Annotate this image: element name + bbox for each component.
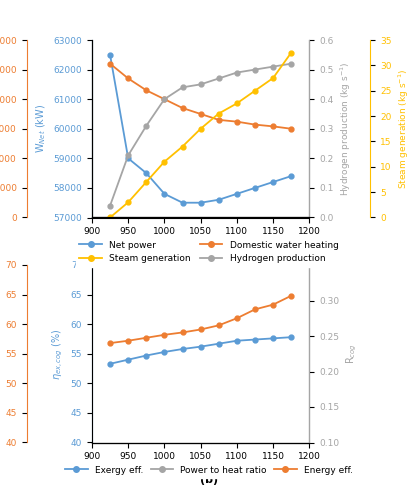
Steam generation (126, 200, 131, 205)
Hydrogen production (270, 64, 275, 70)
Line: Net power: Net power (108, 52, 293, 205)
Net power (234, 191, 240, 197)
Hydrogen production (126, 152, 131, 158)
Legend: Exergy eff., Power to heat ratio, Energy eff.: Exergy eff., Power to heat ratio, Energy… (61, 462, 357, 478)
Steam generation (252, 88, 257, 94)
Hydrogen production (289, 60, 294, 66)
Text: (a): (a) (200, 250, 218, 260)
Hydrogen production (180, 84, 185, 90)
Line: Exergy eff.: Exergy eff. (108, 335, 293, 366)
Steam generation (289, 50, 294, 56)
X-axis label: T$_r$ (K): T$_r$ (K) (185, 242, 216, 256)
Net power (162, 191, 167, 197)
X-axis label: T$_r$ (K): T$_r$ (K) (185, 467, 216, 481)
Steam generation (234, 100, 240, 106)
Domestic water heating (107, 60, 112, 66)
Exergy eff. (234, 338, 240, 344)
Exergy eff. (107, 361, 112, 367)
Hydrogen production (252, 66, 257, 72)
Exergy eff. (270, 336, 275, 342)
Exergy eff. (252, 336, 257, 342)
Line: Steam generation: Steam generation (108, 50, 293, 220)
Y-axis label: R$_{cog}$: R$_{cog}$ (345, 344, 359, 364)
Exergy eff. (180, 346, 185, 352)
Hydrogen production (144, 123, 149, 129)
Exergy eff. (289, 334, 294, 340)
Energy eff. (252, 306, 257, 312)
Steam generation (144, 179, 149, 185)
Line: Hydrogen production: Hydrogen production (108, 61, 293, 208)
Y-axis label: W$_{Net}$ (kW): W$_{Net}$ (kW) (34, 104, 48, 154)
Domestic water heating (252, 122, 257, 128)
Domestic water heating (144, 88, 149, 94)
Energy eff. (289, 293, 294, 299)
Domestic water heating (162, 96, 167, 102)
Net power (198, 200, 203, 205)
Energy eff. (162, 332, 167, 338)
Energy eff. (270, 302, 275, 308)
Steam generation (180, 144, 185, 150)
Steam generation (162, 158, 167, 164)
Energy eff. (144, 335, 149, 341)
Net power (289, 173, 294, 179)
Domestic water heating (234, 118, 240, 124)
Steam generation (270, 75, 275, 81)
Steam generation (198, 126, 203, 132)
Exergy eff. (198, 344, 203, 349)
Net power (144, 170, 149, 176)
Text: (b): (b) (200, 475, 218, 485)
Energy eff. (234, 315, 240, 321)
Net power (180, 200, 185, 205)
Net power (252, 185, 257, 191)
Hydrogen production (107, 202, 112, 208)
Energy eff. (126, 338, 131, 344)
Y-axis label: Hydrogen production (kg s$^{-1}$): Hydrogen production (kg s$^{-1}$) (339, 62, 353, 196)
Net power (107, 52, 112, 58)
Line: Domestic water heating: Domestic water heating (108, 61, 293, 131)
Net power (216, 196, 221, 203)
Net power (126, 156, 131, 162)
Energy eff. (180, 330, 185, 336)
Net power (270, 179, 275, 185)
Domestic water heating (198, 111, 203, 117)
Steam generation (216, 110, 221, 116)
Domestic water heating (180, 105, 185, 111)
Exergy eff. (162, 349, 167, 355)
Energy eff. (107, 340, 112, 346)
Exergy eff. (126, 356, 131, 362)
Y-axis label: Steam generation (kg s$^{-1}$): Steam generation (kg s$^{-1}$) (397, 68, 411, 189)
Hydrogen production (216, 76, 221, 82)
Legend: Net power, Steam generation, Domestic water heating, Hydrogen production: Net power, Steam generation, Domestic wa… (76, 237, 342, 267)
Domestic water heating (270, 124, 275, 130)
Energy eff. (198, 326, 203, 332)
Domestic water heating (126, 76, 131, 82)
Y-axis label: $\eta_{ex,cog}$ (%): $\eta_{ex,cog}$ (%) (51, 328, 65, 380)
Hydrogen production (234, 70, 240, 75)
Hydrogen production (198, 82, 203, 87)
Energy eff. (216, 322, 221, 328)
Domestic water heating (289, 126, 294, 132)
Steam generation (107, 214, 112, 220)
Exergy eff. (144, 352, 149, 358)
Hydrogen production (162, 96, 167, 102)
Line: Energy eff.: Energy eff. (108, 294, 293, 346)
Exergy eff. (216, 340, 221, 346)
Domestic water heating (216, 117, 221, 123)
